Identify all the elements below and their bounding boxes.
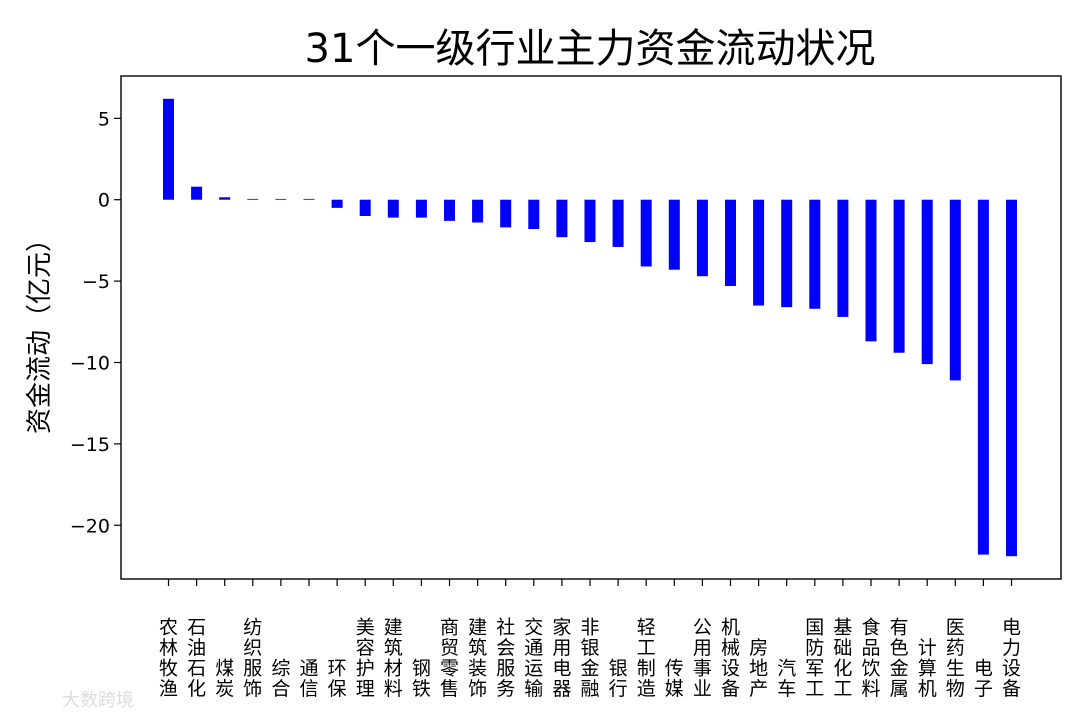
y-tick-label: −15 — [70, 434, 110, 456]
x-tick-label: 交通运输 — [524, 617, 543, 701]
y-tick-label: 0 — [98, 190, 110, 212]
x-tick-label: 煤炭 — [215, 658, 234, 701]
bar-商贸零售 — [444, 199, 455, 221]
x-tick-label: 钢铁 — [412, 658, 431, 701]
plot-frame — [120, 75, 1062, 580]
y-tick-label: −10 — [70, 352, 110, 374]
bar-传媒 — [668, 199, 680, 270]
bar-机械设备 — [725, 199, 736, 286]
bar-基础化工 — [837, 199, 849, 317]
bar-纺织服饰 — [247, 198, 259, 200]
x-tick-label: 轻工制造 — [637, 617, 656, 701]
x-tick-label: 美容护理 — [356, 617, 375, 701]
bar-电力设备 — [1006, 199, 1017, 557]
x-tick-label: 农林牧渔 — [159, 617, 178, 701]
bar-环保 — [331, 199, 343, 208]
bar-公用事业 — [696, 199, 708, 277]
bar-建筑装饰 — [472, 199, 484, 223]
bar-series — [163, 98, 1017, 557]
bar-综合 — [275, 198, 287, 200]
x-tick-label: 公用事业 — [693, 617, 712, 701]
x-tick-label: 国防军工 — [805, 617, 824, 701]
bar-石油石化 — [191, 186, 203, 200]
x-tick-label: 建筑材料 — [384, 617, 403, 701]
bar-房地产 — [753, 199, 765, 306]
x-tick-label: 汽车 — [777, 658, 796, 701]
x-tick-label: 环保 — [328, 658, 347, 701]
bar-有色金属 — [893, 199, 905, 353]
bar-非银金融 — [584, 199, 596, 243]
x-tick-label: 电子 — [974, 658, 993, 701]
x-tick-label: 商贸零售 — [440, 617, 459, 701]
bar-食品饮料 — [865, 199, 877, 342]
bar-汽车 — [781, 199, 793, 308]
y-tick-label: 5 — [98, 108, 110, 130]
bar-钢铁 — [415, 199, 427, 218]
x-tick-label: 石油石化 — [187, 617, 206, 701]
x-tick-label: 综合 — [271, 658, 290, 701]
chart-title: 31个一级行业主力资金流动状况 — [305, 26, 876, 72]
watermark-text: 大数跨境 — [62, 690, 134, 711]
x-tick-label: 食品饮料 — [861, 617, 880, 701]
x-tick-label: 房地产 — [749, 637, 768, 700]
x-tick-label: 纺织服饰 — [243, 617, 262, 701]
bar-社会服务 — [500, 199, 512, 228]
x-axis-ticks: 农林牧渔石油石化煤炭纺织服饰综合通信环保美容护理建筑材料钢铁商贸零售建筑装饰社会… — [159, 579, 1021, 700]
bar-国防军工 — [809, 199, 821, 309]
x-tick-label: 建筑装饰 — [468, 617, 487, 701]
bar-电子 — [977, 199, 989, 555]
y-axis-ticks: 5 0 −5 −10 −15 −20 — [70, 108, 121, 537]
bar-农林牧渔 — [163, 98, 174, 200]
x-tick-label: 家用电器 — [552, 617, 571, 701]
y-tick-label: −20 — [70, 515, 110, 537]
x-tick-label: 计算机 — [918, 637, 937, 700]
x-tick-label: 机械设备 — [721, 617, 740, 701]
bar-建筑材料 — [387, 199, 399, 218]
watermark: 大数跨境 — [62, 690, 134, 711]
x-tick-label: 电力设备 — [1002, 617, 1021, 701]
bar-美容护理 — [359, 199, 371, 216]
x-tick-label: 医药生物 — [946, 617, 965, 701]
bar-轻工制造 — [640, 199, 652, 267]
bar-银行 — [612, 199, 624, 247]
x-tick-label: 银行 — [609, 658, 628, 701]
bar-交通运输 — [528, 199, 540, 230]
bar-家用电器 — [556, 199, 568, 238]
bar-煤炭 — [219, 197, 231, 200]
x-tick-label: 通信 — [299, 658, 318, 701]
y-axis-label: 资金流动（亿元） — [25, 226, 55, 434]
bar-通信 — [303, 198, 315, 200]
x-tick-label: 有色金属 — [890, 617, 909, 701]
bar-医药生物 — [949, 199, 961, 381]
x-tick-label: 非银金融 — [580, 617, 599, 701]
bar-计算机 — [921, 199, 933, 365]
x-tick-label: 传媒 — [665, 658, 684, 701]
y-tick-label: −5 — [82, 271, 110, 293]
x-tick-label: 社会服务 — [496, 617, 515, 701]
x-tick-label: 基础化工 — [833, 617, 852, 701]
